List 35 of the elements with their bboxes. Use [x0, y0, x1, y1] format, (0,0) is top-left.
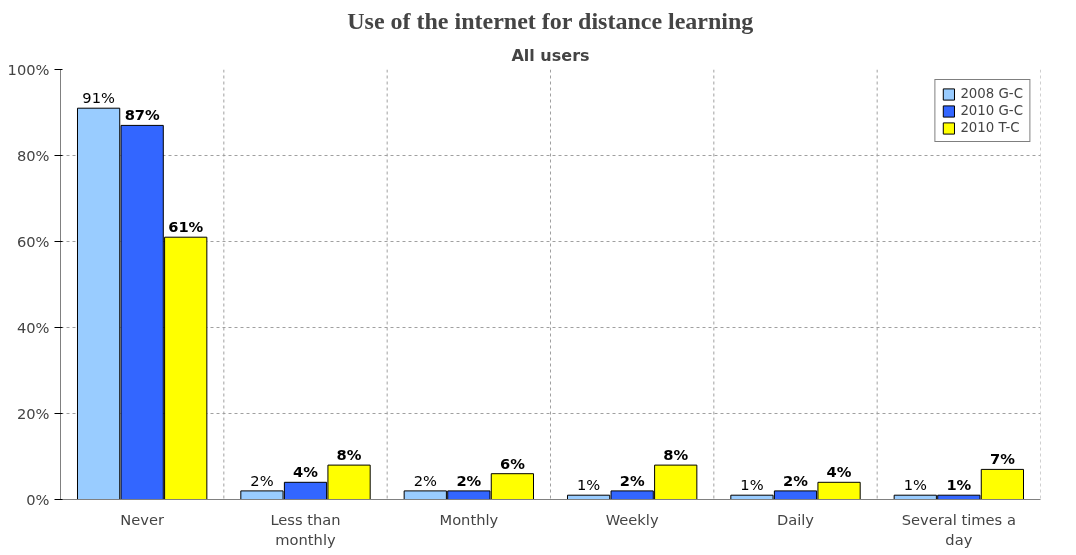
y-tick-label: 0%	[26, 491, 50, 508]
data-label: 1%	[946, 476, 972, 494]
x-tick-label: Never	[120, 510, 165, 528]
x-tick-label: Daily	[776, 510, 815, 528]
data-label: 7%	[989, 450, 1016, 468]
data-label: 1%	[740, 476, 764, 494]
data-label: 87%	[124, 106, 161, 124]
data-label: 2%	[250, 471, 274, 489]
x-tick-label: Monthly	[439, 510, 499, 528]
y-tick-label: 60%	[16, 233, 50, 250]
y-tick-label: 100%	[7, 61, 50, 78]
legend-label: 2008 G-C	[960, 86, 1023, 101]
data-label: 4%	[826, 463, 852, 481]
data-label: 6%	[499, 454, 526, 472]
data-label: 2%	[619, 471, 645, 489]
chart-title: Use of the internet for distance learning	[347, 7, 754, 34]
x-tick-label: Several times a day	[901, 510, 1016, 548]
data-label: 8%	[336, 446, 362, 464]
x-tick-label: Less than monthly	[270, 510, 341, 548]
data-label: 1%	[903, 476, 927, 494]
x-tick-label: Weekly	[605, 510, 659, 528]
y-tick-label: 20%	[16, 405, 50, 422]
data-label: 1%	[576, 476, 601, 494]
chart-subtitle: All users	[511, 45, 590, 65]
data-label: 61%	[168, 218, 204, 236]
data-label: 8%	[663, 446, 689, 464]
legend-label: 2010 G-C	[960, 103, 1023, 118]
legend-label: 2010 T-C	[960, 120, 1020, 135]
data-label: 4%	[293, 463, 319, 481]
data-label: 2%	[413, 471, 437, 489]
y-tick-label: 80%	[16, 147, 50, 164]
data-label: 91%	[82, 89, 115, 107]
data-label: 2%	[456, 471, 482, 489]
data-label: 2%	[783, 471, 809, 489]
y-tick-label: 40%	[16, 319, 50, 336]
